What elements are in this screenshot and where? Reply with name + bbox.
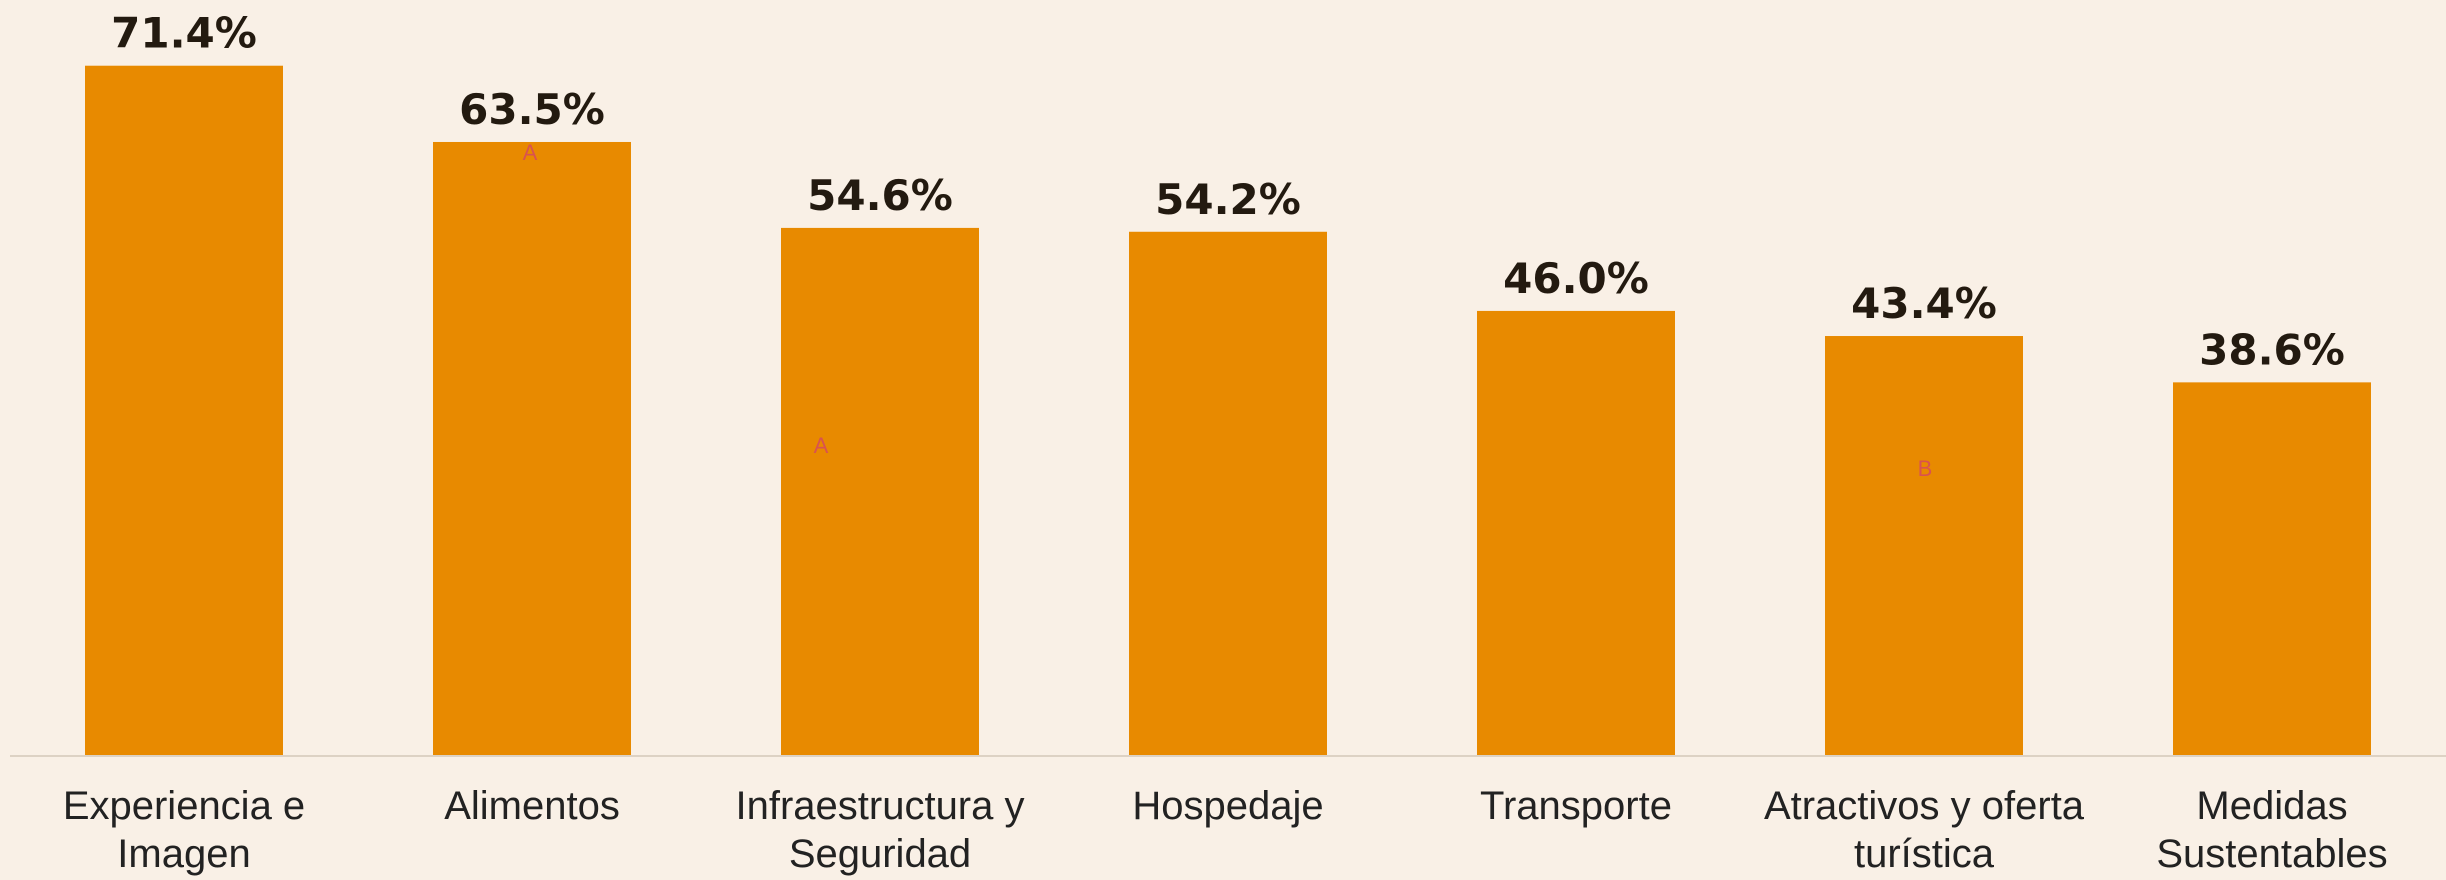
annotation: B xyxy=(1918,456,1933,481)
bar xyxy=(2173,382,2371,755)
value-label: 54.6% xyxy=(807,171,953,220)
x-tick-label: Atractivos y oferta turística xyxy=(1763,784,2085,876)
value-label: 54.2% xyxy=(1155,175,1301,224)
annotation: A xyxy=(523,140,538,165)
x-tick-label: Infraestructura y Seguridad xyxy=(735,784,1025,876)
bar xyxy=(781,227,979,755)
x-tick-label: Alimentos xyxy=(444,784,620,828)
bar xyxy=(1129,231,1327,755)
bar xyxy=(1477,310,1675,755)
value-label: 63.5% xyxy=(459,85,605,134)
value-label: 71.4% xyxy=(111,9,257,58)
bar xyxy=(433,141,631,755)
x-tick-label: Hospedaje xyxy=(1132,784,1324,828)
bar xyxy=(85,65,283,755)
x-tick-label: Transporte xyxy=(1480,784,1672,828)
value-label: 38.6% xyxy=(2199,325,2345,374)
value-label: 46.0% xyxy=(1503,254,1649,303)
x-tick-label: Medidas Sustentables xyxy=(2156,784,2388,876)
bar xyxy=(1825,336,2023,755)
x-tick-label: Experiencia e Imagen xyxy=(62,784,306,876)
value-label: 43.4% xyxy=(1851,279,1997,328)
annotation: A xyxy=(814,433,829,458)
